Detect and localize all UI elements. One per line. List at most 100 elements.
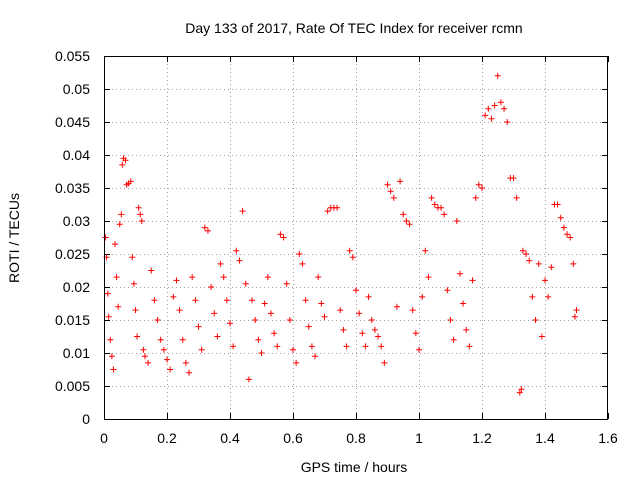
data-point — [463, 326, 470, 333]
data-point — [198, 346, 205, 353]
data-points — [102, 72, 580, 396]
data-point — [519, 247, 526, 254]
y-tick-label: 0.04 — [63, 147, 90, 163]
data-point — [571, 313, 578, 320]
data-point — [431, 201, 438, 208]
data-point — [211, 310, 218, 317]
data-point — [160, 346, 167, 353]
data-point — [456, 270, 463, 277]
y-tick-label: 0.05 — [63, 81, 90, 97]
data-point — [312, 353, 319, 360]
data-point — [400, 211, 407, 218]
y-tick-label: 0 — [82, 411, 90, 427]
data-point — [453, 218, 460, 224]
data-point — [412, 330, 419, 337]
x-tick-label: 0.6 — [283, 430, 303, 446]
grid — [104, 56, 608, 419]
data-point — [343, 343, 350, 350]
data-point — [557, 214, 564, 221]
data-point — [112, 241, 119, 248]
data-point — [422, 247, 429, 254]
y-tick-label: 0.015 — [55, 312, 90, 328]
plot-area-frame — [104, 56, 608, 420]
data-point — [113, 274, 120, 281]
data-point — [118, 211, 125, 218]
y-tick-label: 0.01 — [63, 345, 90, 361]
data-point — [236, 257, 243, 264]
data-point — [305, 323, 312, 330]
data-point — [497, 99, 504, 106]
data-point — [419, 293, 426, 300]
data-point — [299, 260, 306, 267]
data-point — [220, 274, 227, 281]
data-point — [296, 251, 303, 257]
data-point — [529, 293, 536, 300]
data-point — [488, 115, 495, 122]
data-point — [186, 369, 193, 376]
data-point — [545, 293, 552, 300]
data-point — [554, 201, 561, 208]
data-point — [108, 353, 115, 360]
data-point — [127, 178, 134, 185]
data-point — [441, 211, 448, 218]
data-point — [381, 359, 388, 366]
x-tick-label: 0.2 — [157, 430, 177, 446]
data-point — [334, 204, 341, 211]
data-point — [249, 297, 256, 304]
data-point — [233, 247, 240, 254]
x-tick-label: 0 — [100, 430, 108, 446]
x-tick-label: 1.6 — [598, 430, 618, 446]
data-point — [346, 247, 353, 254]
data-point — [485, 105, 492, 112]
data-point — [217, 260, 224, 267]
data-point — [104, 290, 111, 297]
data-point — [135, 204, 142, 211]
y-axis-label: ROTI / TECUs — [6, 193, 22, 283]
y-tick-label: 0.035 — [55, 180, 90, 196]
data-point — [387, 188, 394, 195]
data-point — [447, 317, 454, 323]
data-point — [176, 307, 183, 314]
data-point — [475, 181, 482, 188]
data-point — [321, 313, 328, 320]
data-point — [403, 218, 410, 224]
data-point — [532, 317, 539, 323]
tick-labels: 0 0.2 0.4 0.6 0.8 1 1.2 1.4 1.6 0 0.005 0.01 0.015 0.… — [55, 48, 618, 446]
x-tick-label: 1.4 — [535, 430, 555, 446]
data-point — [523, 251, 530, 257]
data-point — [479, 185, 485, 191]
data-point — [122, 157, 129, 164]
data-point — [119, 161, 126, 168]
data-point — [371, 326, 378, 333]
data-point — [362, 343, 369, 350]
data-point — [105, 313, 112, 320]
data-point — [444, 287, 451, 294]
data-point — [130, 280, 137, 287]
data-point — [513, 194, 520, 201]
data-point — [494, 72, 501, 79]
y-tick-label: 0.02 — [63, 279, 90, 295]
data-point — [393, 303, 400, 310]
y-tick-label: 0.005 — [55, 378, 90, 394]
data-point — [359, 330, 366, 337]
data-point — [560, 224, 567, 231]
data-point — [397, 178, 404, 185]
data-point — [542, 277, 548, 284]
data-point — [252, 317, 259, 323]
data-point — [416, 346, 422, 353]
y-tick-label: 0.03 — [63, 213, 90, 229]
data-point — [189, 274, 196, 281]
data-point — [274, 343, 281, 350]
chart-title: Day 133 of 2017, Rate Of TEC Index for r… — [185, 20, 522, 36]
data-point — [570, 260, 577, 267]
data-point — [293, 359, 300, 366]
data-point — [164, 356, 170, 363]
data-point — [167, 366, 174, 373]
data-point — [406, 221, 413, 228]
x-tick-label: 0.4 — [220, 430, 240, 446]
data-point — [271, 330, 278, 337]
data-point — [280, 234, 287, 241]
data-point — [140, 346, 147, 353]
data-point — [340, 326, 347, 333]
